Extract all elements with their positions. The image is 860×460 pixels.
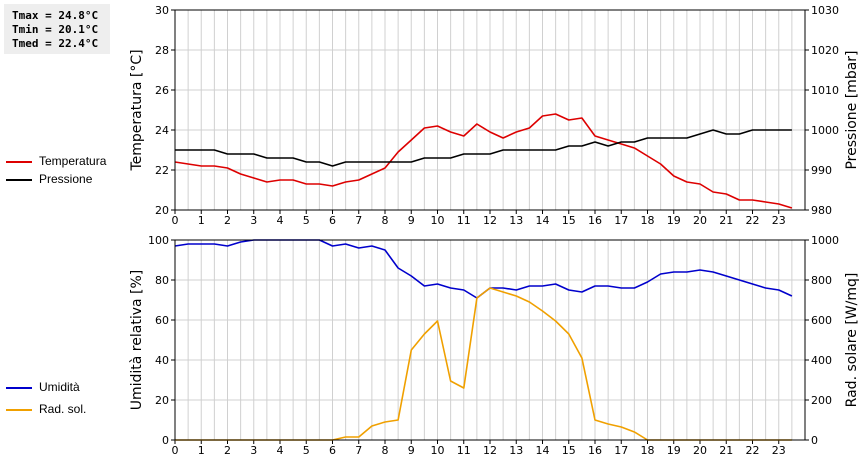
tmin-text: Tmin = 20.1°C: [12, 23, 99, 36]
x-tick-label: 19: [667, 444, 681, 457]
x-tick-label: 18: [641, 214, 655, 227]
legend-label-pressione: Pressione: [39, 172, 93, 186]
x-tick-label: 20: [693, 214, 707, 227]
tmed-text: Tmed = 22.4°C: [12, 37, 99, 50]
x-tick-label: 14: [536, 444, 550, 457]
x-tick-label: 0: [172, 444, 179, 457]
x-tick-label: 21: [719, 214, 733, 227]
y-left-axis-title: Temperatura [°C]: [129, 49, 145, 171]
x-tick-label: 8: [382, 214, 389, 227]
x-tick-label: 4: [277, 444, 284, 457]
chart-temperatura-pressione: 0 1 2 3 4 5 6 7 8 9 10 11 12 13 14 15 16 17 18 19 20 21 22 2320…: [129, 4, 860, 227]
x-tick-label: 17: [614, 444, 628, 457]
x-tick-label: 1: [198, 444, 205, 457]
x-tick-label: 15: [562, 214, 576, 227]
y-left-axis-title: Umidità relativa [%]: [129, 270, 145, 411]
x-tick-label: 17: [614, 214, 628, 227]
legend-swatch-umidita: [6, 387, 32, 389]
y-right-tick-label: 600: [811, 314, 832, 327]
x-tick-label: 15: [562, 444, 576, 457]
x-tick-label: 1: [198, 214, 205, 227]
x-tick-label: 19: [667, 214, 681, 227]
x-tick-label: 6: [329, 444, 336, 457]
x-tick-label: 7: [355, 214, 362, 227]
legend-label-temperatura: Temperatura: [39, 154, 107, 168]
x-tick-label: 13: [509, 214, 523, 227]
y-right-tick-label: 200: [811, 394, 832, 407]
y-left-tick-label: 40: [155, 354, 169, 367]
x-tick-label: 11: [457, 214, 471, 227]
y-left-tick-label: 0: [162, 434, 169, 447]
y-right-tick-label: 990: [811, 164, 832, 177]
tmax-text: Tmax = 24.8°C: [12, 9, 99, 22]
legend-swatch-temperatura: [6, 161, 32, 163]
series-line-temperatura: [174, 113, 793, 209]
y-right-tick-label: 1030: [811, 4, 839, 17]
x-tick-label: 12: [483, 214, 497, 227]
plot-frame: [174, 239, 806, 441]
x-tick-label: 2: [224, 214, 231, 227]
x-tick-label: 23: [772, 444, 786, 457]
x-tick-label: 5: [303, 444, 310, 457]
y-right-tick-label: 1010: [811, 84, 839, 97]
x-tick-label: 22: [746, 214, 760, 227]
y-left-tick-label: 80: [155, 274, 169, 287]
legend-label-radiazione: Rad. sol.: [39, 402, 87, 416]
y-left-tick-label: 24: [155, 124, 169, 137]
x-tick-label: 10: [431, 444, 445, 457]
y-left-tick-label: 60: [155, 314, 169, 327]
x-tick-label: 13: [509, 444, 523, 457]
x-tick-label: 16: [588, 214, 602, 227]
y-right-tick-label: 0: [811, 434, 818, 447]
x-tick-label: 3: [250, 214, 257, 227]
x-tick-label: 23: [772, 214, 786, 227]
chart-umidita-radiazione: 0 1 2 3 4 5 6 7 8 9 10 11 12 13 14 15 16 17 18 19 20 21 22 2302…: [129, 234, 860, 457]
stats-box: Tmax = 24.8°C Tmin = 20.1°C Tmed = 22.4°…: [4, 4, 110, 54]
y-right-axis-title: Pressione [mbar]: [844, 50, 860, 169]
legend-label-umidita: Umidità: [39, 380, 80, 394]
x-tick-label: 5: [303, 214, 310, 227]
x-tick-label: 9: [408, 214, 415, 227]
x-tick-label: 10: [431, 214, 445, 227]
x-tick-label: 0: [172, 214, 179, 227]
x-tick-label: 12: [483, 444, 497, 457]
y-right-axis-title: Rad. solare [W/mq]: [844, 273, 860, 408]
x-tick-label: 11: [457, 444, 471, 457]
y-left-tick-label: 28: [155, 44, 169, 57]
x-tick-label: 16: [588, 444, 602, 457]
x-tick-label: 3: [250, 444, 257, 457]
x-tick-label: 8: [382, 444, 389, 457]
y-left-tick-label: 20: [155, 204, 169, 217]
x-tick-label: 6: [329, 214, 336, 227]
x-tick-label: 7: [355, 444, 362, 457]
x-tick-label: 21: [719, 444, 733, 457]
y-right-tick-label: 800: [811, 274, 832, 287]
x-tick-label: 22: [746, 444, 760, 457]
x-tick-label: 20: [693, 444, 707, 457]
x-tick-label: 14: [536, 214, 550, 227]
y-right-tick-label: 1000: [811, 124, 839, 137]
series-line-umidit-: [174, 239, 793, 299]
x-tick-label: 18: [641, 444, 655, 457]
y-right-tick-label: 1020: [811, 44, 839, 57]
y-right-tick-label: 1000: [811, 234, 839, 247]
y-left-tick-label: 100: [148, 234, 169, 247]
x-tick-label: 2: [224, 444, 231, 457]
y-right-tick-label: 980: [811, 204, 832, 217]
y-left-tick-label: 20: [155, 394, 169, 407]
y-left-tick-label: 26: [155, 84, 169, 97]
x-tick-label: 9: [408, 444, 415, 457]
legend-swatch-pressione: [6, 179, 32, 181]
y-left-tick-label: 30: [155, 4, 169, 17]
legend-swatch-radiazione: [6, 409, 32, 411]
x-tick-label: 4: [277, 214, 284, 227]
y-right-tick-label: 400: [811, 354, 832, 367]
y-left-tick-label: 22: [155, 164, 169, 177]
series-line-pressione: [175, 129, 792, 167]
series-line-rad-sol-: [175, 287, 792, 441]
plot-frame: [174, 9, 806, 211]
